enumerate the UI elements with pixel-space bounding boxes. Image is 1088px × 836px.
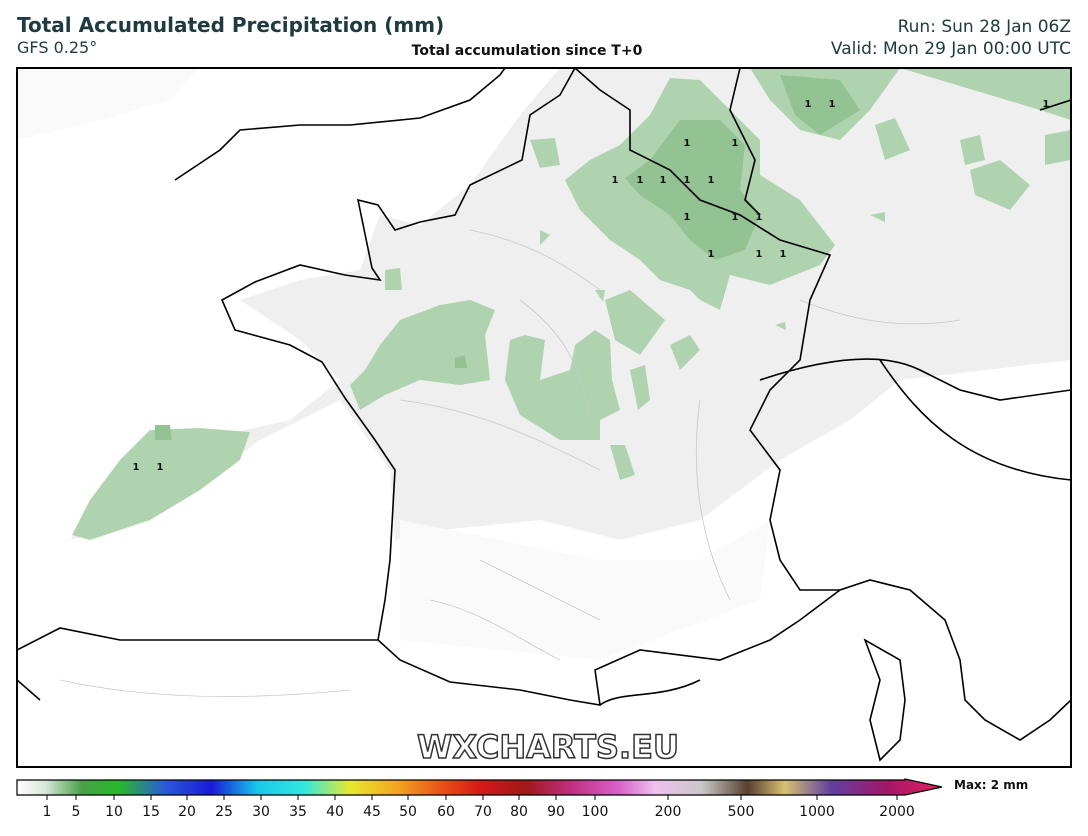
model: GFS 0.25° bbox=[17, 38, 97, 57]
map-label: 1 bbox=[732, 212, 739, 223]
colorbar-tick-label: 20 bbox=[178, 804, 196, 820]
watermark: WXCHARTS.EU bbox=[417, 728, 679, 766]
colorbar-tick-label: 40 bbox=[326, 804, 344, 820]
map-label: 1 bbox=[157, 462, 164, 473]
colorbar-tick-label: 5 bbox=[72, 804, 81, 820]
max-label: Max: 2 mm bbox=[954, 778, 1028, 792]
colorbar-tick-label: 100 bbox=[582, 804, 609, 820]
run: Run: Sun 28 Jan 06Z bbox=[898, 17, 1071, 37]
map-label: 1 bbox=[756, 249, 763, 260]
map-label: 1 bbox=[684, 212, 691, 223]
map-label: 1 bbox=[612, 175, 619, 186]
colorbar-tick-label: 60 bbox=[437, 804, 455, 820]
map-label: 1 bbox=[684, 175, 691, 186]
colorbar-tick-label: 2000 bbox=[879, 804, 915, 820]
colorbar-tick-label: 200 bbox=[655, 804, 682, 820]
colorbar-tick-label: 80 bbox=[510, 804, 528, 820]
map bbox=[17, 68, 1071, 767]
colorbar-tick-label: 500 bbox=[728, 804, 755, 820]
map-label: 1 bbox=[1043, 99, 1050, 110]
map-label: 1 bbox=[829, 99, 836, 110]
colorbar-tick-label: 45 bbox=[363, 804, 381, 820]
map-frame bbox=[16, 67, 1072, 768]
map-label: 1 bbox=[708, 249, 715, 260]
colorbar: Max: 2 mm bbox=[16, 778, 1028, 796]
map-label: 1 bbox=[708, 175, 715, 186]
colorbar-bar bbox=[16, 778, 943, 796]
map-label: 1 bbox=[780, 249, 787, 260]
colorbar-tick-label: 10 bbox=[105, 804, 123, 820]
colorbar-tick-label: 15 bbox=[142, 804, 160, 820]
map-label: 1 bbox=[133, 462, 140, 473]
valid: Valid: Mon 29 Jan 00:00 UTC bbox=[831, 39, 1071, 59]
colorbar-tick-label: 90 bbox=[547, 804, 565, 820]
colorbar-tick-label: 70 bbox=[474, 804, 492, 820]
map-label: 1 bbox=[732, 138, 739, 149]
subtitle: Total accumulation since T+0 bbox=[412, 43, 643, 59]
map-label: 1 bbox=[805, 99, 812, 110]
colorbar-tick-label: 1000 bbox=[799, 804, 835, 820]
colorbar-tick-label: 35 bbox=[289, 804, 307, 820]
colorbar-tick-label: 50 bbox=[399, 804, 417, 820]
map-label: 1 bbox=[756, 212, 763, 223]
map-label: 1 bbox=[684, 138, 691, 149]
colorbar-tick-label: 30 bbox=[252, 804, 270, 820]
title: Total Accumulated Precipitation (mm) bbox=[17, 13, 444, 37]
colorbar-tick-label: 1 bbox=[43, 804, 52, 820]
colorbar-tick-label: 25 bbox=[215, 804, 233, 820]
map-label: 1 bbox=[660, 175, 667, 186]
map-label: 1 bbox=[637, 175, 644, 186]
